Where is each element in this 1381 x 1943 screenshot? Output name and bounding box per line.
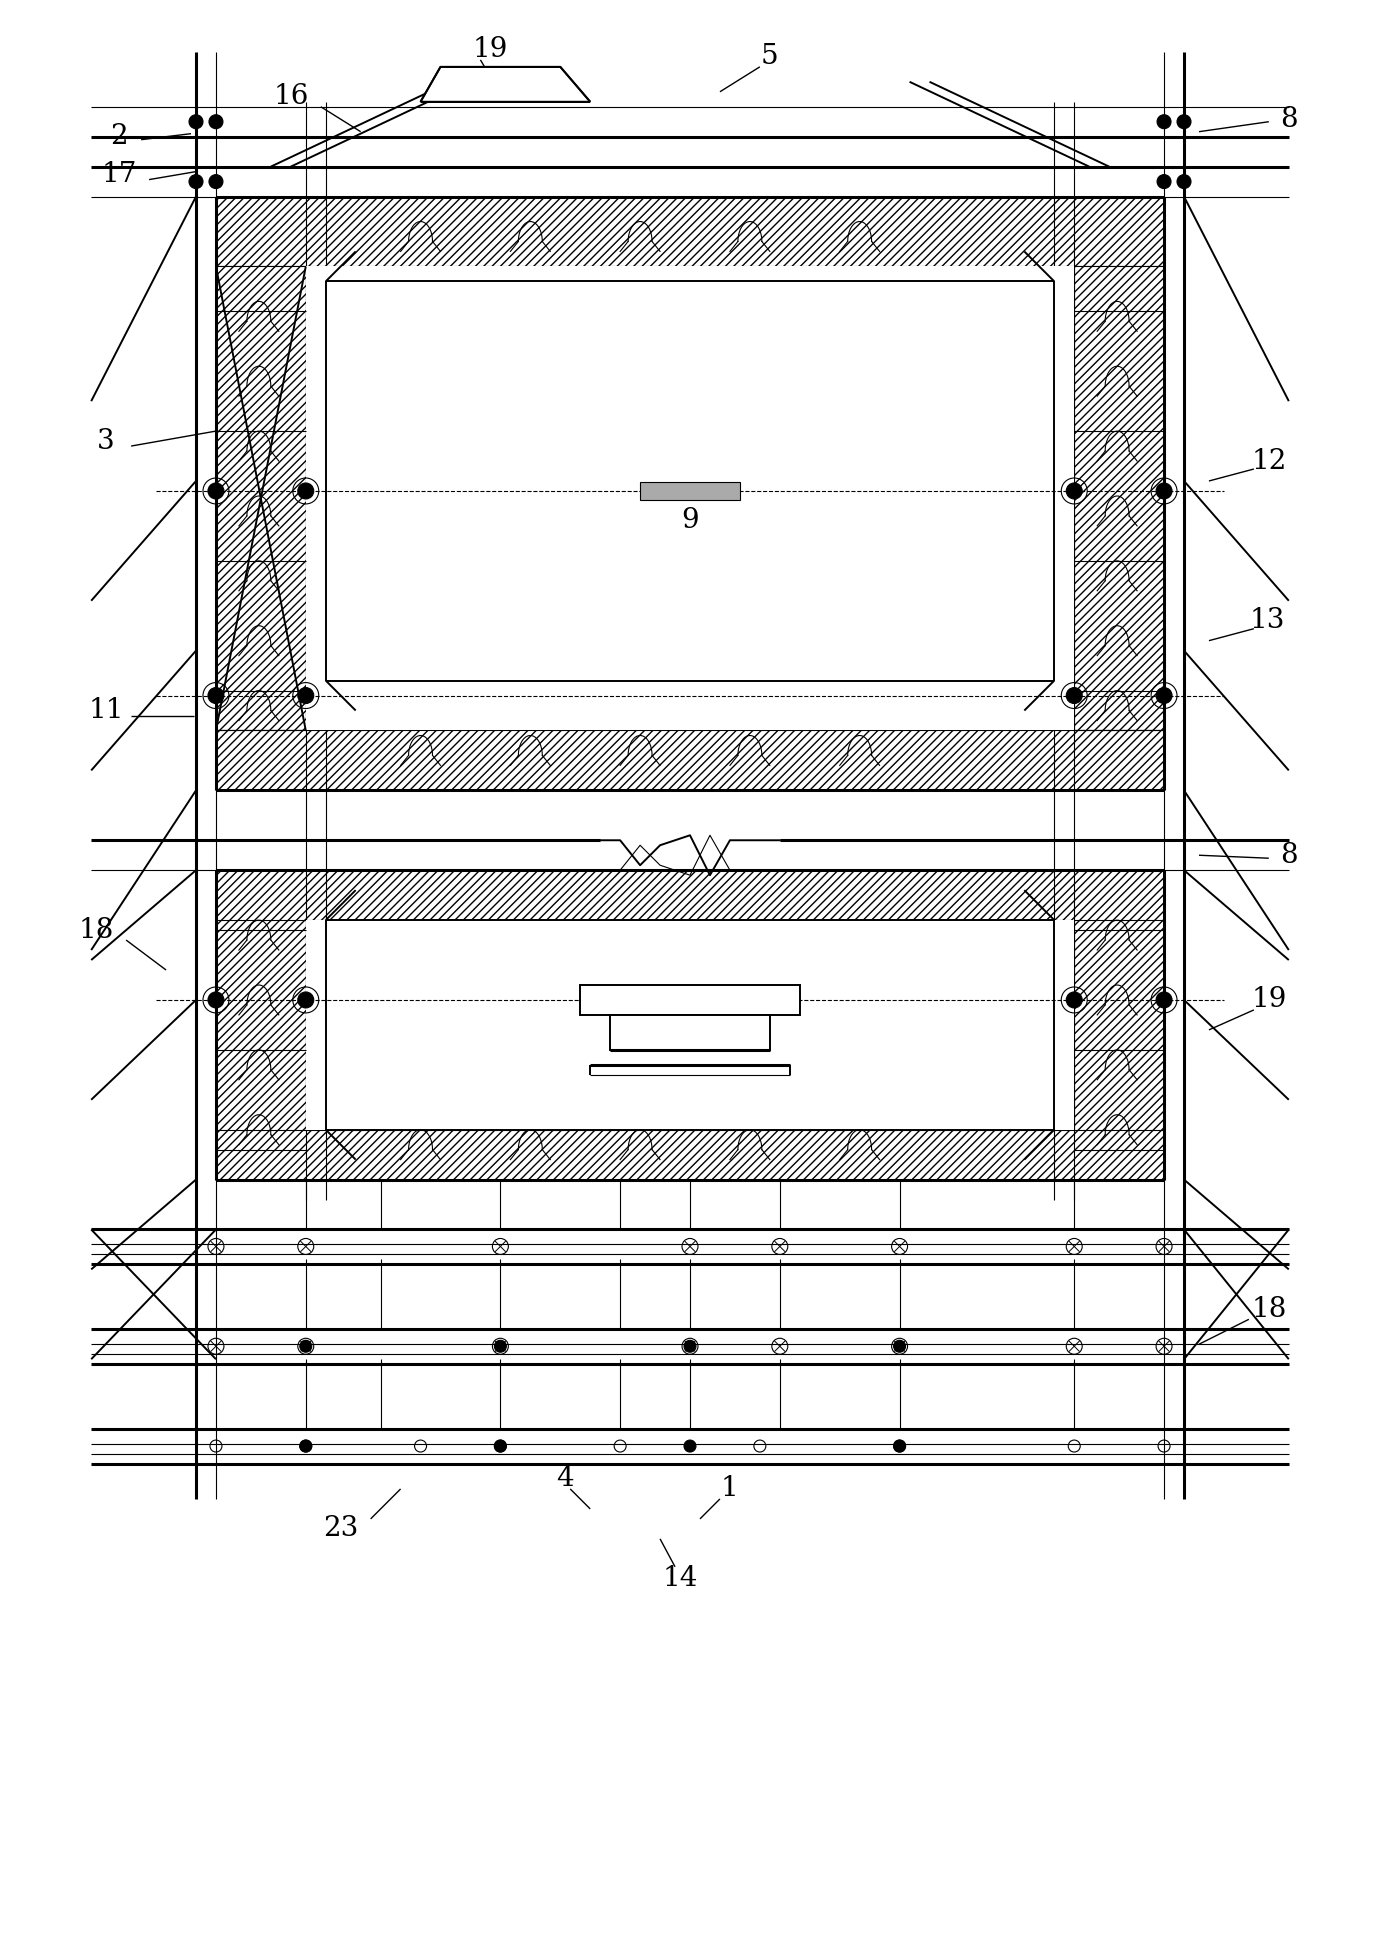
Text: 3: 3 (98, 427, 115, 455)
Text: 12: 12 (1251, 447, 1287, 474)
Bar (215, 196, 1164, 266)
Text: 2: 2 (110, 122, 128, 150)
Circle shape (1177, 115, 1190, 128)
Polygon shape (421, 66, 590, 101)
Circle shape (298, 993, 313, 1008)
Circle shape (300, 1440, 312, 1451)
Text: 8: 8 (1280, 107, 1298, 134)
Circle shape (209, 993, 224, 1008)
Circle shape (684, 1341, 696, 1352)
Bar (305, 921, 1074, 1129)
Text: 8: 8 (1280, 841, 1298, 869)
Circle shape (300, 1341, 312, 1352)
Circle shape (189, 175, 203, 188)
Bar (215, 870, 1164, 921)
Text: 18: 18 (1251, 1296, 1287, 1323)
Bar (215, 266, 305, 731)
Circle shape (1156, 484, 1172, 499)
Circle shape (209, 484, 224, 499)
Text: 23: 23 (323, 1516, 358, 1543)
Text: 1: 1 (721, 1475, 739, 1502)
Circle shape (209, 688, 224, 703)
Bar (305, 266, 1074, 731)
Bar (215, 731, 1164, 791)
Text: 4: 4 (557, 1465, 574, 1492)
Circle shape (189, 115, 203, 128)
Circle shape (894, 1440, 906, 1451)
Text: 19: 19 (1251, 987, 1287, 1014)
Text: 5: 5 (761, 43, 779, 70)
Bar (215, 870, 305, 1179)
Circle shape (894, 1341, 906, 1352)
Bar (610, 1014, 769, 1049)
Circle shape (494, 1341, 507, 1352)
Text: 17: 17 (101, 161, 137, 188)
Circle shape (1066, 484, 1083, 499)
Circle shape (1066, 688, 1083, 703)
Bar (215, 1129, 1164, 1179)
Text: 16: 16 (273, 84, 308, 111)
Circle shape (1156, 993, 1172, 1008)
Text: 14: 14 (663, 1566, 697, 1591)
Text: 9: 9 (681, 507, 699, 534)
Circle shape (298, 484, 313, 499)
Text: 18: 18 (79, 917, 113, 944)
Bar (1074, 266, 1164, 731)
Text: 19: 19 (472, 37, 508, 64)
Circle shape (209, 175, 222, 188)
Bar (580, 985, 800, 1014)
Circle shape (494, 1440, 507, 1451)
Circle shape (1177, 175, 1190, 188)
Circle shape (209, 115, 222, 128)
Bar (641, 482, 740, 499)
Circle shape (1156, 688, 1172, 703)
Text: 11: 11 (88, 698, 124, 725)
Circle shape (298, 688, 313, 703)
Circle shape (684, 1440, 696, 1451)
Circle shape (1066, 993, 1083, 1008)
Circle shape (1157, 175, 1171, 188)
Bar (1074, 870, 1164, 1179)
Text: 13: 13 (1250, 608, 1284, 633)
Circle shape (1157, 115, 1171, 128)
